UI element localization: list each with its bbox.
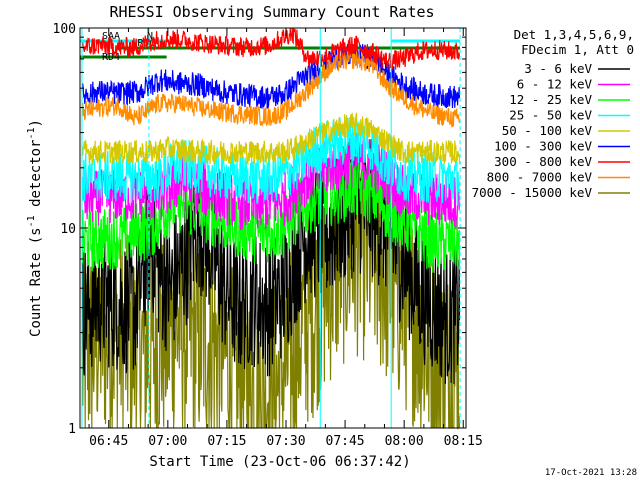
y-axis-label-part: detector <box>28 140 44 216</box>
x-tick-label: 07:15 <box>207 434 246 449</box>
series-line <box>82 50 461 128</box>
flag-label: RD4 <box>102 52 120 63</box>
series-line <box>81 27 461 71</box>
series-line <box>81 112 461 166</box>
legend-item-label: 50 - 100 keV <box>502 123 593 138</box>
legend-item-label: 3 - 6 keV <box>524 61 592 76</box>
legend-header-line: FDecim 1, Att 0 <box>521 42 634 57</box>
y-tick-label: 100 <box>53 22 76 37</box>
series-line <box>82 42 461 109</box>
data-series <box>81 27 461 431</box>
legend-item-label: 7000 - 15000 keV <box>472 185 593 200</box>
series-line <box>81 115 461 206</box>
legend-item-label: 800 - 7000 keV <box>487 170 593 185</box>
legend: Det 1,3,4,5,6,9, FDecim 1, Att 0 3 - 6 k… <box>472 27 634 200</box>
x-axis-ticks: 06:45 07:00 07:15 07:30 07:45 08:00 08:15 <box>88 28 483 449</box>
x-tick-label: 07:00 <box>148 434 187 449</box>
chart-title: RHESSI Observing Summary Count Rates <box>109 3 434 21</box>
series-line <box>81 132 461 231</box>
y-axis-label-superscript: -1 <box>26 215 37 227</box>
x-axis-label: Start Time (23-Oct-06 06:37:42) <box>149 454 410 470</box>
series-line <box>81 139 461 385</box>
flag-label: SAA <box>102 31 120 42</box>
legend-item-label: 300 - 800 keV <box>494 154 592 169</box>
y-axis-label-part: Count Rate (s <box>28 227 44 337</box>
legend-item-label: 25 - 50 keV <box>509 108 592 123</box>
legend-item-label: 12 - 25 keV <box>509 92 592 107</box>
x-tick-label: 07:30 <box>266 434 305 449</box>
y-axis-label: Count Rate (s-1 detector-1) <box>26 119 44 337</box>
legend-header-line: Det 1,3,4,5,6,9, <box>514 27 634 42</box>
x-tick-label: 08:15 <box>444 434 483 449</box>
legend-item-label: 6 - 12 keV <box>517 77 593 92</box>
y-tick-label: 1 <box>68 422 76 437</box>
y-axis-label-part: ) <box>28 119 44 127</box>
x-tick-label: 08:00 <box>385 434 424 449</box>
x-tick-label: 06:45 <box>89 434 128 449</box>
x-tick-label: 07:45 <box>326 434 365 449</box>
flag-label: N <box>147 31 153 42</box>
y-axis-label-superscript: -1 <box>26 127 37 139</box>
legend-item-label: 100 - 300 keV <box>494 139 592 154</box>
y-axis-ticks: 1 10 100 <box>53 22 466 437</box>
footer-timestamp: 17-Oct-2021 13:28 <box>545 468 637 478</box>
y-tick-label: 10 <box>60 222 76 237</box>
